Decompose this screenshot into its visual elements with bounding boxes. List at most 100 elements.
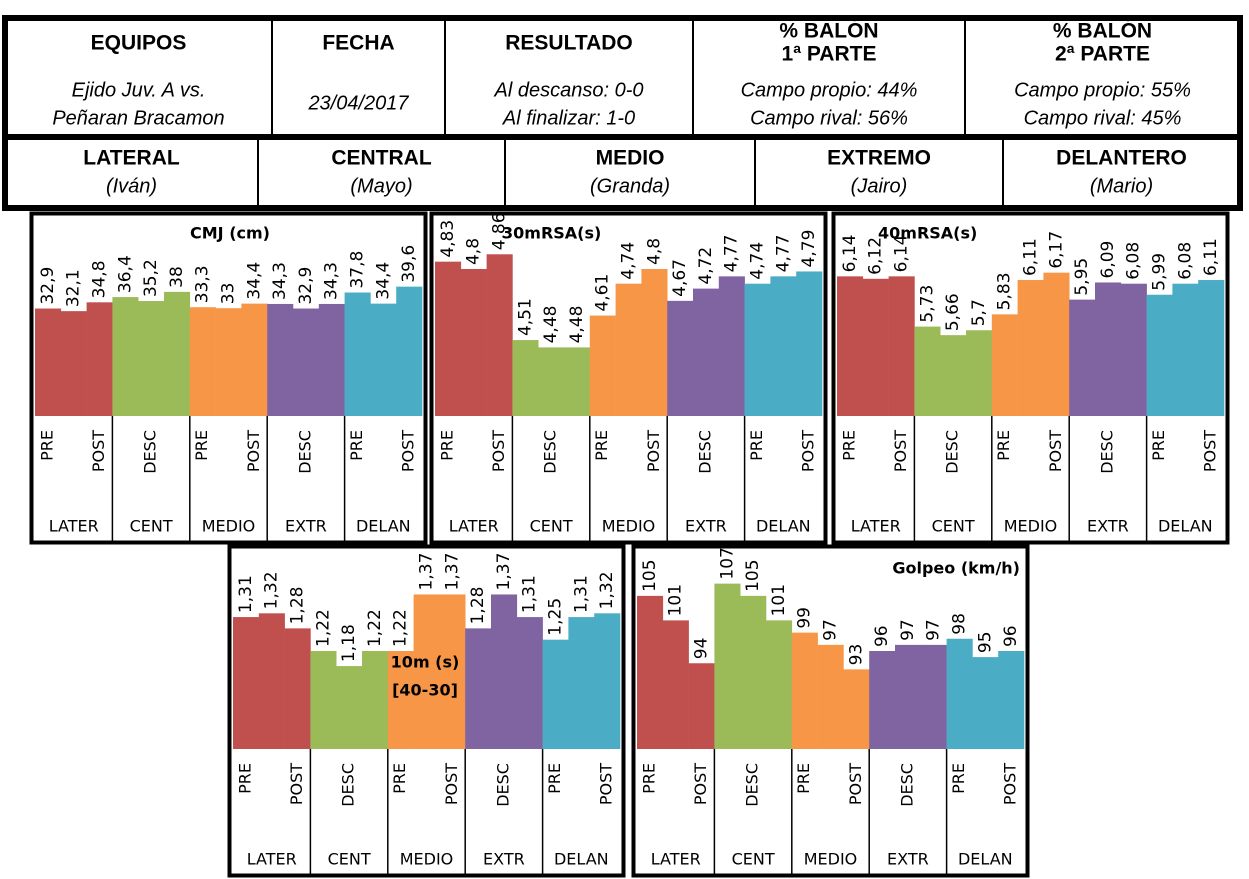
value-label: 4,61 xyxy=(593,274,613,312)
category-label: PRE xyxy=(347,430,366,461)
chart: 4,83 4,84,864,51 4,48 4,484,614,74 4,84,67 4,… xyxy=(429,211,828,545)
chart-title: 30mRSA(s) xyxy=(502,224,601,243)
chart-subtitle: [40-30] xyxy=(392,681,458,700)
bar xyxy=(637,595,664,749)
group-label: EXTR xyxy=(887,850,929,869)
category-label: POST xyxy=(287,763,306,805)
value-label: 95 xyxy=(975,631,995,653)
bar xyxy=(318,303,345,416)
bar xyxy=(164,291,191,416)
chart-border xyxy=(227,544,626,878)
chart-border xyxy=(631,544,1030,878)
position-name: (Mayo) xyxy=(350,175,412,197)
chart-border xyxy=(29,211,428,545)
value-label: 6,09 xyxy=(1098,241,1118,279)
value-label: 1,18 xyxy=(339,624,359,662)
bar xyxy=(516,617,543,749)
value-label: 6,14 xyxy=(840,234,860,272)
value-label: 37,8 xyxy=(348,251,368,289)
bar xyxy=(972,657,999,749)
header-border xyxy=(2,15,1243,211)
bar xyxy=(370,303,397,416)
bar xyxy=(396,286,423,416)
bar xyxy=(542,639,569,749)
value-label: 105 xyxy=(640,559,660,591)
value-label: 4,72 xyxy=(696,247,716,285)
bar xyxy=(895,644,922,749)
bar xyxy=(387,651,414,749)
value-label: 33,3 xyxy=(193,265,213,303)
group-label: LATER xyxy=(449,517,499,536)
value-label: 38 xyxy=(167,266,187,288)
category-label: DESC xyxy=(1097,430,1116,474)
bar xyxy=(817,644,844,749)
value-label: 5,73 xyxy=(917,285,937,323)
value-label: 99 xyxy=(795,607,815,629)
column-text: 23/04/2017 xyxy=(307,92,409,114)
category-label: DESC xyxy=(541,430,560,474)
value-label: 4,77 xyxy=(773,234,793,272)
group-label: MEDIO xyxy=(400,850,454,869)
category-label: DESC xyxy=(897,763,916,807)
category-label: DESC xyxy=(743,763,762,807)
column-text: Al descanso: 0-0 xyxy=(494,79,644,101)
bar xyxy=(491,594,518,749)
bar xyxy=(920,644,947,749)
value-label: 5,99 xyxy=(1150,253,1170,291)
column-text: Peñaran Bracamon xyxy=(52,107,224,129)
group-label: CENT xyxy=(932,517,975,536)
value-label: 1,37 xyxy=(494,553,514,591)
category-label: POST xyxy=(891,430,910,472)
group-label: DELAN xyxy=(554,850,609,869)
bar xyxy=(1043,272,1070,416)
bar xyxy=(615,283,642,416)
value-label: 34,3 xyxy=(322,262,342,300)
value-label: 34,3 xyxy=(270,262,290,300)
category-label: PRE xyxy=(994,430,1013,461)
position-name: (Iván) xyxy=(106,175,157,197)
bar xyxy=(862,278,889,416)
position-name: (Jairo) xyxy=(851,175,908,197)
category-label: POST xyxy=(244,430,263,472)
column-title: % BALÓN xyxy=(1053,19,1152,43)
bar xyxy=(837,276,864,416)
value-label: 4,86 xyxy=(490,212,510,250)
category-label: PRE xyxy=(949,763,968,794)
chart-border xyxy=(831,211,1230,545)
chart: 32,9 32,1 34,8 36,4 35,2 38 33,3 33 34,4 34,3 32,9… xyxy=(29,211,428,545)
bar xyxy=(641,269,668,416)
category-label: PRE xyxy=(545,763,564,794)
chart-title: Golpeo (km/h) xyxy=(892,559,1020,578)
group-label: EXTR xyxy=(483,850,525,869)
bar xyxy=(258,613,285,749)
value-label: 1,28 xyxy=(288,587,308,625)
value-label: 1,32 xyxy=(262,571,282,609)
bar xyxy=(413,594,440,749)
bar xyxy=(564,347,591,416)
position-title: EXTREMO xyxy=(827,147,931,170)
value-label: 1,31 xyxy=(236,575,256,613)
bar xyxy=(740,595,767,749)
bar xyxy=(336,666,363,749)
bar xyxy=(869,651,896,749)
group-label: EXTR xyxy=(1087,517,1129,536)
value-label: 1,37 xyxy=(417,553,437,591)
bar xyxy=(766,620,793,749)
bar xyxy=(1146,294,1173,416)
column-title: 1ª PARTE xyxy=(782,43,877,66)
category-label: PRE xyxy=(839,430,858,461)
group-label: LATER xyxy=(851,517,901,536)
bar xyxy=(284,628,311,749)
bar xyxy=(568,617,595,749)
value-label: 97 xyxy=(898,619,918,641)
column-text: Al finalizar: 1-0 xyxy=(502,107,635,129)
bar xyxy=(744,283,771,416)
value-label: 4,67 xyxy=(670,259,690,297)
value-label: 32,9 xyxy=(296,267,316,305)
category-label: POST xyxy=(489,430,508,472)
value-label: 4,74 xyxy=(619,242,639,280)
bar xyxy=(688,663,715,749)
bar xyxy=(233,617,260,749)
value-label: 6,11 xyxy=(1201,238,1221,276)
bar xyxy=(1069,299,1096,416)
